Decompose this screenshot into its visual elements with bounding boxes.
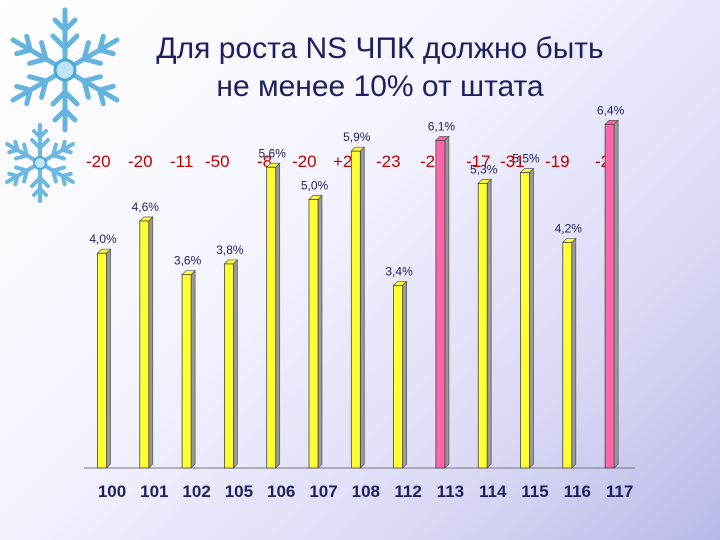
bar-value-label: 5,3% <box>470 162 498 176</box>
bar <box>350 146 366 469</box>
delta-label: -20 <box>128 152 153 171</box>
delta-label: -50 <box>205 152 230 171</box>
delta-label: -31 <box>500 152 525 171</box>
category-tick-label: 101 <box>140 482 168 501</box>
delta-label: -19 <box>545 152 570 171</box>
bar-value-label: 5,0% <box>301 179 329 193</box>
bar <box>265 162 281 469</box>
bar <box>561 237 577 469</box>
category-tick-label: 117 <box>606 482 633 501</box>
category-tick-label: 108 <box>352 482 380 501</box>
bar-value-label: 4,2% <box>555 221 583 235</box>
category-tick-label: 114 <box>479 482 507 501</box>
title-line-2: не менее 10% от штата <box>216 70 544 103</box>
bar-value-label: 6,4% <box>597 103 625 117</box>
bar-value-label: 5,9% <box>343 130 371 144</box>
bar <box>138 216 154 469</box>
title-line-1: Для роста NS ЧПК должно быть <box>156 32 604 65</box>
category-tick-label: 107 <box>309 482 337 501</box>
bar <box>308 194 323 469</box>
bar <box>392 280 408 469</box>
bar <box>181 269 196 469</box>
delta-label: -20 <box>292 152 317 171</box>
bar-value-label: 5,6% <box>259 146 287 160</box>
bar <box>96 248 112 469</box>
category-tick-label: 102 <box>182 482 210 501</box>
category-tick-label: 106 <box>267 482 295 501</box>
bar <box>604 119 619 469</box>
bar <box>519 167 535 469</box>
bar <box>435 135 450 469</box>
category-tick-label: 116 <box>564 482 591 501</box>
bar <box>477 178 493 469</box>
bar-value-label: 4,0% <box>89 232 117 246</box>
bar-value-label: 3,4% <box>385 264 413 278</box>
delta-label: -11 <box>170 152 194 171</box>
delta-label: -23 <box>376 152 401 171</box>
category-tick-label: 115 <box>521 482 548 501</box>
delta-label: -20 <box>86 152 111 171</box>
delta-label: -17 <box>466 152 491 171</box>
bar-value-label: 5,5% <box>512 152 540 166</box>
bar-value-label: 6,1% <box>428 119 456 133</box>
category-tick-label: 112 <box>394 482 421 501</box>
bar-value-label: 3,8% <box>216 243 244 257</box>
bar-value-label: 4,6% <box>132 200 160 214</box>
category-tick-label: 105 <box>225 482 253 501</box>
snowflake-icon <box>1 123 79 203</box>
bar <box>223 259 239 469</box>
page-title: Для роста NS ЧПК должно быть не менее 10… <box>120 30 640 106</box>
category-tick-label: 113 <box>437 482 464 501</box>
snowflake-icon <box>0 7 130 140</box>
category-tick-label: 100 <box>98 482 126 501</box>
bar-value-label: 3,6% <box>174 254 202 268</box>
delta-label: +2 <box>333 152 353 171</box>
